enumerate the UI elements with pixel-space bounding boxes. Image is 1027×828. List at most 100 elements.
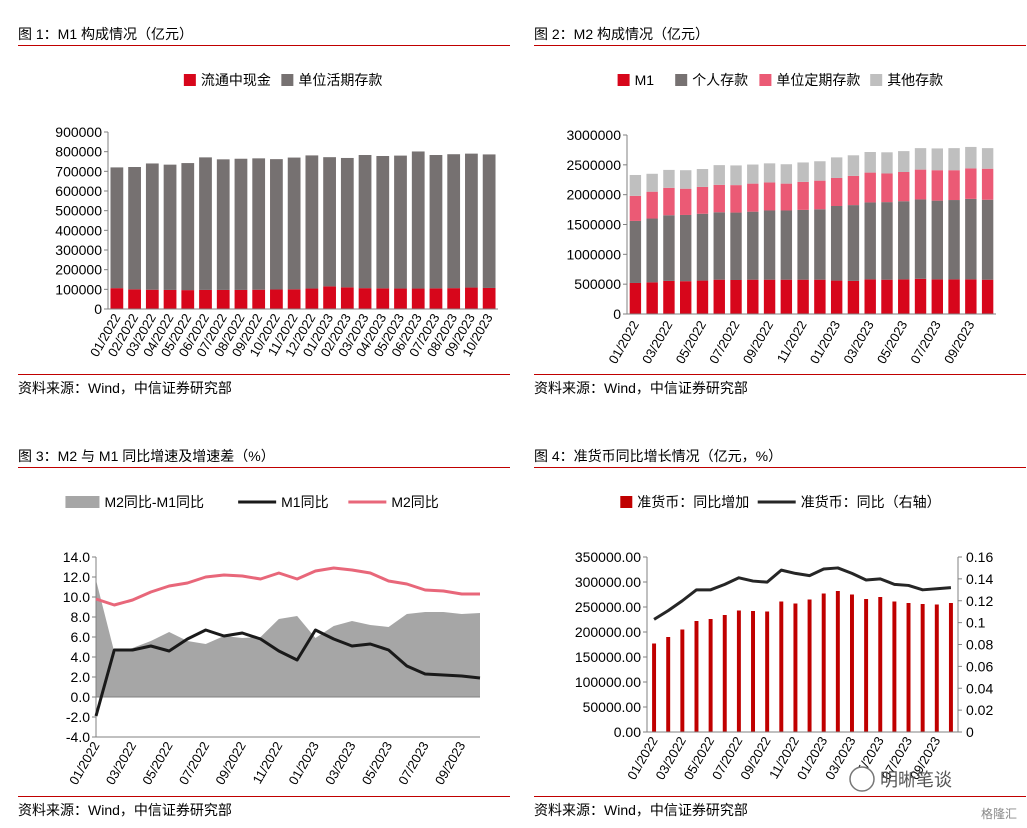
legend-label: 单位活期存款 [298,72,382,88]
bar-segment [965,146,977,169]
bar-segment [482,154,496,288]
bar-segment [830,206,843,281]
bar-segment [981,148,994,169]
y2-tick-label: 0.16 [966,549,993,565]
legend-label: 单位定期存款 [776,72,860,88]
y2-tick-label: 0.06 [966,658,993,674]
bar-segment [713,279,725,314]
y-tick-label: 2.0 [71,669,91,685]
bar-segment [110,167,124,289]
bar-segment [663,169,675,188]
y-tick-label: 14.0 [63,549,90,565]
y-tick-label: 10.0 [63,589,90,605]
bar-segment [340,287,354,309]
bar-segment [881,202,893,280]
y-tick-label: -4.0 [66,729,90,745]
panel-m1-composition: 图 1：M1 构成情况（亿元） 流通中现金 单位活期存款 0 100000 200000… [18,23,510,403]
bar-segment [881,173,893,203]
chart-title: 图 2：M2 构成情况（亿元） [534,23,1026,46]
bar [694,621,699,732]
legend-label: 个人存款 [692,72,748,88]
y-tick-label: 6.0 [71,629,91,645]
bar-segment [713,184,725,213]
y-tick-label: 4.0 [71,649,91,665]
bar-segment [981,199,994,280]
bar [864,599,869,732]
corner-watermark: 格隆汇 [976,803,1021,824]
x-tick-label: 03/2023 [840,318,876,366]
bar-segment [646,173,658,192]
bar-segment [358,155,372,289]
x-tick-label: 05/2022 [673,318,709,366]
x-tick-label: 05/2022 [139,739,175,787]
legend-swatch [759,74,772,86]
y-tick-label: 600000 [55,183,102,199]
bar-segment [252,158,266,290]
bar-segment [429,155,443,289]
bar-segment [465,287,478,309]
bar-segment [830,157,843,178]
y-tick-label: 200000 [55,262,102,278]
bar-segment [730,212,742,280]
area-series-spread [96,580,480,697]
x-tick-label: 05/2023 [874,318,910,366]
bar-segment [145,289,159,309]
y-tick-label: 900000 [55,124,102,140]
bar-segment [763,163,776,183]
m1-composition-chart: 流通中现金 单位活期存款 0 100000 200000 300000 400000 5000… [55,72,498,359]
bar-segment [629,282,642,314]
legend-swatch [183,74,196,86]
x-tick-label: 03/2022 [103,739,139,787]
bar-segment [914,169,927,200]
x-tick-label: 01/2023 [286,739,322,787]
bar-segment [110,288,124,309]
legend-label: M1同比 [281,494,328,510]
bar-segment [181,290,195,309]
bar-segment [948,200,960,280]
y-tick-label: 150000.00 [575,649,641,665]
bar-segment [680,188,692,215]
y-tick-label: 500000 [55,203,102,219]
x-tick-label: 09/2022 [740,318,776,366]
x-tick-label: 11/2022 [249,739,285,786]
bar-segment [780,183,793,211]
bar-segment [864,202,876,280]
bar-segment [965,168,977,199]
bar-segment [234,158,248,290]
bar-segment [747,183,759,212]
bar-segment [696,169,709,187]
x-tick-label: 07/2023 [907,318,943,366]
bar-segment [931,200,943,280]
bar-segment [931,170,943,201]
bar-segment [797,181,809,210]
bar-segment [287,157,301,290]
legend-label: M2同比 [391,494,438,510]
y-tick-label: 0.00 [614,724,641,740]
bar-segment [163,289,177,309]
bar-segment [411,288,425,309]
bar-segment [482,287,496,309]
x-tick-label: 05/2023 [359,739,395,787]
legend-swatch [870,74,883,86]
bar-segment [847,280,860,314]
bar-segment [646,191,658,219]
bar-segment [696,213,709,281]
bar-segment [376,288,390,309]
y-tick-label: 350000.00 [575,549,641,565]
bar-segment [948,148,960,171]
bar-segment [646,282,658,314]
y-tick-label: 2000000 [566,187,621,203]
y-tick-label: 250000.00 [575,599,641,615]
bar [680,629,685,732]
legend-label: M2同比-M1同比 [104,494,204,510]
bar-segment [465,153,478,288]
y2-tick-label: 0.12 [966,593,993,609]
bar-segment [881,279,893,314]
x-tick-label: 01/2022 [605,318,641,366]
y-tick-label: 300000.00 [575,574,641,590]
x-tick-label: 01/2023 [807,318,843,366]
bar-segment [252,289,266,309]
x-tick-label: 11/2022 [774,318,810,365]
bar-segment [199,289,212,309]
bar-segment [358,288,372,309]
